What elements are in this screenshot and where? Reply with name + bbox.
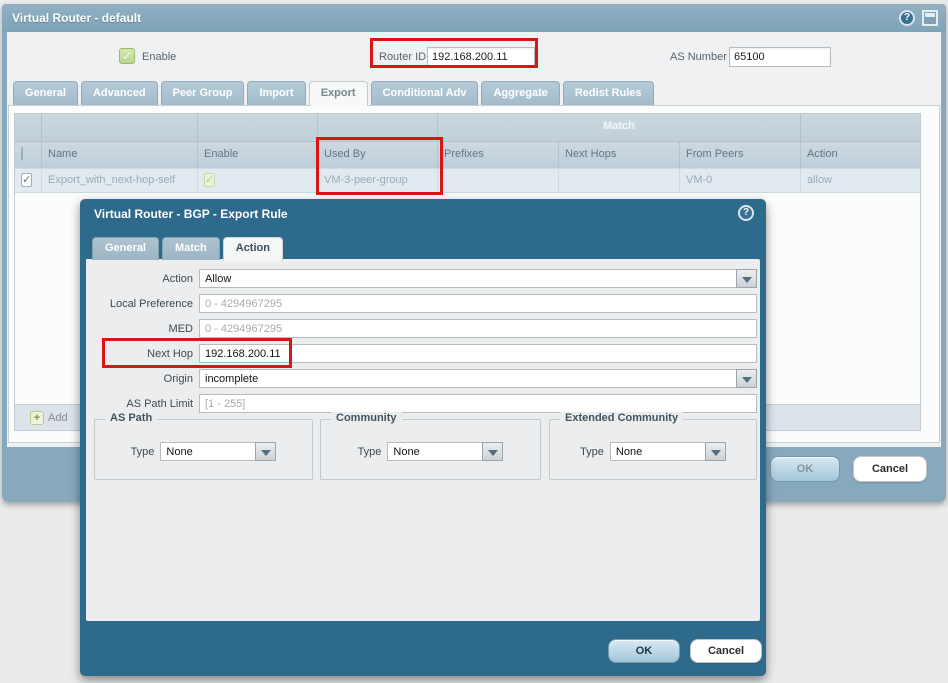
column-header-from-peers[interactable]: From Peers bbox=[680, 142, 801, 168]
tab-aggregate[interactable]: Aggregate bbox=[481, 81, 560, 105]
community-legend: Community bbox=[331, 412, 402, 424]
column-header-prefixes[interactable]: Prefixes bbox=[438, 142, 559, 168]
med-label: MED bbox=[168, 323, 193, 335]
dialog-titlebar[interactable]: Virtual Router - default ? bbox=[2, 4, 946, 32]
grid-group-header-row: Match bbox=[15, 114, 920, 141]
add-button-label: Add bbox=[48, 411, 68, 424]
as-path-type-dropdown-trigger[interactable] bbox=[255, 442, 277, 461]
router-id-label: Router ID bbox=[379, 51, 427, 63]
router-tabs: General Advanced Peer Group Import Expor… bbox=[13, 81, 654, 106]
column-group-match: Match bbox=[438, 114, 801, 141]
modal-ok-button[interactable]: OK bbox=[608, 639, 680, 663]
as-path-type-label: Type bbox=[130, 446, 155, 458]
chevron-down-icon bbox=[261, 450, 272, 456]
origin-select[interactable] bbox=[199, 369, 757, 388]
community-type-label: Type bbox=[357, 446, 382, 458]
row-enable-checkbox: ✓ bbox=[204, 173, 216, 187]
cell-name: Export_with_next-hop-self bbox=[42, 169, 198, 192]
column-header-next-hops[interactable]: Next Hops bbox=[559, 142, 680, 168]
tab-advanced[interactable]: Advanced bbox=[80, 81, 158, 105]
chevron-down-icon bbox=[488, 450, 499, 456]
as-path-limit-label: AS Path Limit bbox=[126, 398, 193, 410]
tab-conditional-adv[interactable]: Conditional Adv bbox=[370, 81, 479, 105]
grid-header-row: Name Enable Used By Prefixes Next Hops F… bbox=[15, 141, 920, 168]
enable-checkbox[interactable]: ✓ bbox=[119, 48, 135, 64]
router-id-input[interactable] bbox=[427, 47, 535, 67]
rule-tabs: General Match Action bbox=[92, 237, 283, 261]
table-row[interactable]: ✓ Export_with_next-hop-self ✓ VM-3-peer-… bbox=[15, 168, 920, 193]
as-path-limit-input[interactable] bbox=[199, 394, 757, 413]
next-hop-input[interactable] bbox=[199, 344, 757, 363]
as-path-legend: AS Path bbox=[105, 412, 158, 424]
tab-peer-group[interactable]: Peer Group bbox=[160, 81, 245, 105]
as-number-input[interactable] bbox=[729, 47, 831, 67]
cancel-button[interactable]: Cancel bbox=[853, 456, 927, 482]
origin-dropdown-trigger[interactable] bbox=[736, 369, 757, 388]
origin-field-label: Origin bbox=[163, 373, 193, 385]
column-header-name[interactable]: Name bbox=[42, 142, 198, 168]
dialog-title: Virtual Router - default bbox=[12, 11, 142, 25]
tab-rule-general[interactable]: General bbox=[92, 237, 159, 260]
cell-action: allow bbox=[807, 174, 833, 186]
ok-button[interactable]: OK bbox=[770, 456, 840, 482]
row-checkbox[interactable]: ✓ bbox=[21, 173, 33, 187]
cell-next-hops bbox=[559, 169, 680, 192]
extended-community-type-label: Type bbox=[580, 446, 604, 458]
column-header-used-by[interactable]: Used By bbox=[318, 142, 438, 168]
restore-window-icon[interactable] bbox=[922, 10, 938, 26]
community-type-select[interactable] bbox=[387, 442, 484, 461]
action-tab-panel: Action Local Preference MED Next Hop bbox=[86, 259, 760, 621]
plus-icon: + bbox=[30, 410, 44, 425]
med-input[interactable] bbox=[199, 319, 757, 338]
modal-help-icon[interactable]: ? bbox=[738, 205, 754, 221]
tab-redist-rules[interactable]: Redist Rules bbox=[562, 81, 654, 105]
tab-import[interactable]: Import bbox=[247, 81, 306, 105]
column-header-enable[interactable]: Enable bbox=[198, 142, 318, 168]
help-icon[interactable]: ? bbox=[899, 10, 915, 26]
as-path-fieldset: AS Path Type bbox=[94, 412, 313, 480]
bgp-export-rule-dialog: Virtual Router - BGP - Export Rule ? Gen… bbox=[80, 199, 766, 676]
enable-label: Enable bbox=[142, 51, 177, 63]
extended-community-type-select[interactable] bbox=[609, 442, 706, 461]
modal-cancel-button[interactable]: Cancel bbox=[690, 639, 762, 663]
community-fieldset: Community Type bbox=[320, 412, 541, 480]
as-path-type-select[interactable] bbox=[160, 442, 257, 461]
select-all-cell[interactable] bbox=[15, 142, 42, 168]
tab-rule-action[interactable]: Action bbox=[222, 237, 283, 261]
chevron-down-icon bbox=[710, 450, 721, 456]
next-hop-label: Next Hop bbox=[147, 348, 193, 360]
column-header-action[interactable]: Action bbox=[807, 148, 838, 160]
extended-community-type-dropdown-trigger[interactable] bbox=[704, 442, 726, 461]
extended-community-fieldset: Extended Community Type bbox=[549, 412, 757, 480]
as-number-label: AS Number bbox=[670, 51, 727, 63]
community-type-dropdown-trigger[interactable] bbox=[482, 442, 504, 461]
cell-from-peers: VM-0 bbox=[680, 169, 801, 192]
cell-used-by: VM-3-peer-group bbox=[318, 169, 438, 192]
local-preference-input[interactable] bbox=[199, 294, 757, 313]
chevron-down-icon bbox=[742, 377, 752, 383]
extended-community-legend: Extended Community bbox=[560, 412, 684, 424]
action-field-label: Action bbox=[162, 273, 193, 285]
add-button[interactable]: + Add bbox=[24, 409, 74, 427]
tab-rule-match[interactable]: Match bbox=[161, 237, 220, 260]
action-dropdown-trigger[interactable] bbox=[736, 269, 757, 288]
tab-export[interactable]: Export bbox=[308, 81, 368, 106]
chevron-down-icon bbox=[742, 277, 752, 283]
modal-title: Virtual Router - BGP - Export Rule bbox=[94, 207, 288, 221]
cell-prefixes bbox=[438, 169, 559, 192]
tab-general[interactable]: General bbox=[13, 81, 78, 105]
select-all-checkbox[interactable] bbox=[21, 147, 23, 161]
local-preference-label: Local Preference bbox=[109, 298, 193, 310]
action-select[interactable] bbox=[199, 269, 757, 288]
